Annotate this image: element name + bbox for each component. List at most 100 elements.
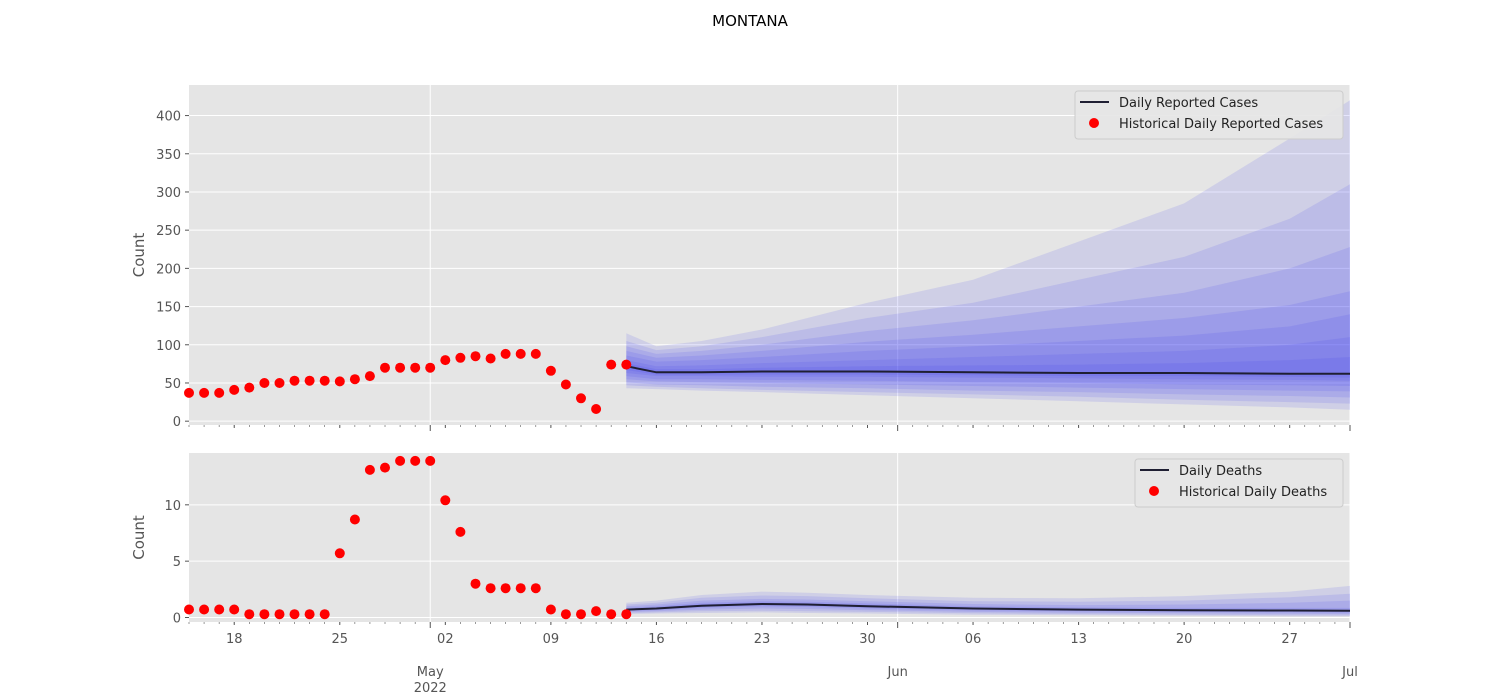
deaths-historical-point (545, 604, 556, 615)
deaths-historical-point (455, 526, 466, 537)
cases-forecast-band-5 (626, 337, 1350, 381)
deaths-historical-point (380, 462, 390, 473)
deaths-historical-point (395, 455, 406, 466)
cases-historical-point (606, 359, 617, 370)
deaths-historical-point (591, 606, 602, 617)
deaths-historical-point (576, 609, 586, 620)
deaths-x-year-label: 2022 (414, 681, 447, 696)
deaths-legend-label: Historical Daily Deaths (1179, 485, 1327, 500)
deaths-historical-point (560, 609, 571, 620)
deaths-x-minor-tick-label: 06 (965, 632, 982, 647)
cases-y-tick-label: 200 (156, 262, 181, 277)
deaths-x-minor-tick-label: 23 (754, 632, 771, 647)
deaths-historical-point (606, 609, 617, 620)
cases-historical-point (470, 351, 481, 362)
cases-y-tick-label: 350 (156, 148, 181, 163)
deaths-historical-point (364, 464, 375, 475)
cases-historical-point (199, 387, 210, 398)
cases-y-tick-label: 50 (164, 377, 181, 392)
cases-legend-label: Historical Daily Reported Cases (1119, 117, 1323, 132)
cases-historical-point (545, 365, 556, 376)
cases-forecast-band-4 (626, 314, 1350, 386)
deaths-x-minor-tick-label: 16 (648, 632, 665, 647)
cases-forecast-band-3 (626, 291, 1350, 392)
cases-axes: 0 50 100 150 200 250 300 350 400 Count Daily Repor… (130, 85, 1351, 431)
cases-y-axis-label: Count (130, 233, 148, 278)
cases-historical-point (364, 371, 375, 382)
cases-historical-point (485, 353, 496, 364)
cases-legend-label: Daily Reported Cases (1119, 96, 1258, 111)
deaths-x-major-tick-label: Jun (887, 665, 908, 680)
cases-historical-point (214, 387, 225, 398)
cases-y-tick-label: 150 (156, 301, 181, 316)
deaths-y-tick-label: 0 (173, 611, 181, 626)
cases-y-tick-label: 0 (173, 415, 181, 430)
deaths-historical-point (274, 609, 285, 620)
deaths-historical-point (304, 609, 315, 620)
cases-historical-point (440, 355, 451, 366)
cases-historical-point (289, 375, 300, 386)
deaths-legend (1134, 458, 1344, 508)
deaths-historical-point (515, 583, 526, 594)
deaths-historical-point (621, 609, 632, 620)
cases-historical-point (591, 404, 602, 414)
deaths-y-axis-label: Count (130, 515, 148, 560)
deaths-historical-point (410, 455, 421, 466)
deaths-forecast-band-0 (626, 585, 1350, 617)
deaths-historical-point (184, 604, 194, 615)
deaths-x-minor-tick-label: 27 (1281, 632, 1298, 647)
deaths-historical-point (530, 583, 541, 594)
deaths-x-minor-tick-label: 30 (859, 632, 876, 647)
deaths-historical-point (425, 455, 436, 466)
cases-historical-point (319, 375, 330, 386)
deaths-historical-point (334, 548, 345, 559)
cases-y-tick-label: 100 (156, 339, 181, 354)
cases-historical-point (395, 362, 406, 373)
deaths-legend-dot-marker (1149, 486, 1159, 496)
cases-historical-point (425, 362, 436, 373)
deaths-x-major-tick-label: Jul (1341, 665, 1358, 680)
deaths-historical-point (244, 609, 255, 620)
cases-historical-point (229, 384, 240, 395)
cases-historical-point (334, 376, 345, 387)
cases-median-line (626, 365, 1350, 375)
deaths-median-line (626, 602, 1351, 612)
cases-historical-point (455, 352, 466, 363)
deaths-x-minor-tick-label: 25 (332, 632, 349, 647)
cases-historical-point (244, 382, 255, 393)
deaths-x-minor-tick-label: 13 (1070, 632, 1087, 647)
deaths-legend-label: Daily Deaths (1179, 464, 1262, 479)
cases-historical-point (410, 362, 421, 373)
cases-legend (1074, 90, 1344, 140)
cases-y-tick-label: 300 (156, 186, 181, 201)
deaths-historical-point (289, 609, 300, 620)
deaths-x-major-tick-label: May (417, 665, 444, 680)
deaths-historical-point (319, 609, 330, 620)
deaths-historical-point (214, 604, 225, 615)
cases-historical-point (621, 359, 632, 370)
cases-y-tick-label: 250 (156, 224, 181, 239)
deaths-historical-point (470, 578, 481, 589)
deaths-historical-point (500, 583, 511, 594)
deaths-historical-point (349, 514, 360, 525)
cases-historical-point (349, 374, 360, 385)
cases-historical-point (304, 375, 315, 386)
deaths-historical-point (440, 495, 451, 506)
deaths-x-minor-tick-label: 18 (226, 632, 243, 647)
cases-forecast-band-2 (626, 247, 1350, 398)
cases-historical-point (576, 393, 586, 404)
cases-historical-point (274, 378, 285, 388)
cases-historical-point (380, 362, 390, 373)
deaths-historical-point (229, 604, 240, 615)
deaths-historical-point (485, 583, 496, 594)
cases-historical-point (184, 387, 194, 398)
deaths-historical-point (259, 609, 270, 620)
deaths-historical-point (199, 604, 210, 615)
deaths-x-minor-tick-label: 20 (1176, 632, 1193, 647)
cases-historical-point (560, 379, 571, 390)
cases-historical-point (515, 348, 526, 359)
cases-historical-point (500, 348, 511, 359)
cases-forecast-band-1 (626, 184, 1350, 404)
